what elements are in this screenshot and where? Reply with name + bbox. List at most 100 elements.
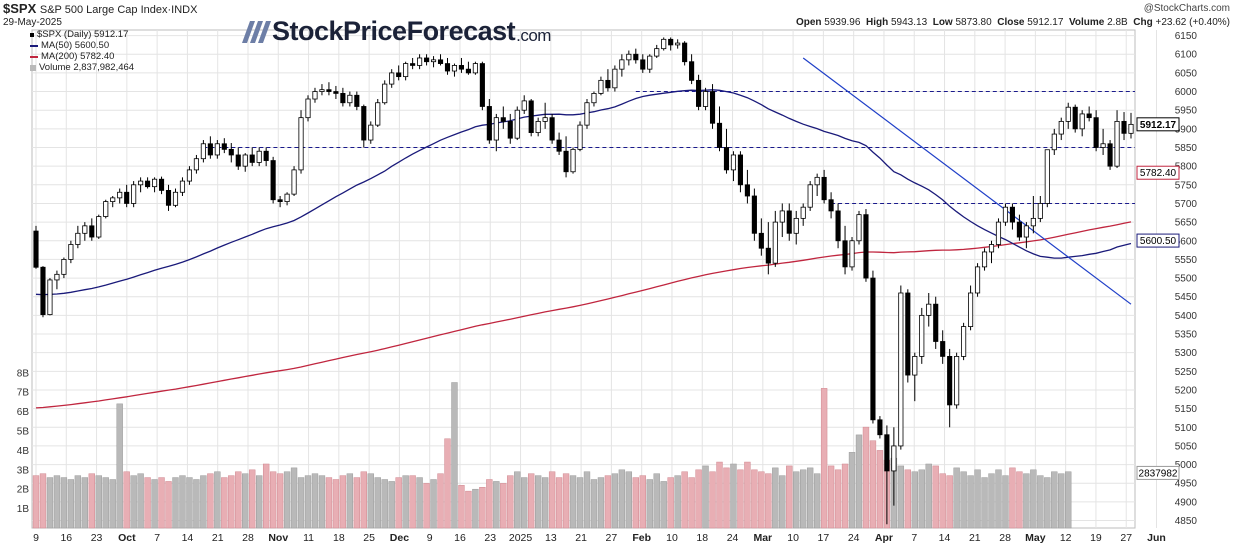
candle-body bbox=[940, 341, 946, 357]
candle-body bbox=[877, 419, 883, 436]
volume-bar bbox=[39, 473, 47, 529]
volume-flag-label: 2837982 bbox=[1139, 468, 1178, 479]
candle-body bbox=[723, 147, 730, 171]
candle-body bbox=[800, 206, 806, 219]
candle-body bbox=[235, 154, 241, 167]
candle-body bbox=[444, 63, 451, 72]
x-tick-label: 23 bbox=[484, 532, 496, 544]
candle-body bbox=[472, 63, 478, 74]
y-tick-label: 6000 bbox=[1175, 87, 1198, 98]
candle-body bbox=[577, 124, 583, 150]
volume-bar bbox=[137, 473, 144, 529]
volume-bar bbox=[214, 471, 221, 529]
candle-body bbox=[570, 148, 576, 173]
volume-bar bbox=[332, 479, 340, 529]
volume-bar bbox=[897, 465, 905, 529]
candle-body bbox=[1128, 123, 1134, 134]
candle-body bbox=[947, 356, 953, 406]
volume-bar bbox=[353, 477, 361, 529]
candle-body bbox=[1030, 217, 1036, 227]
candle-body bbox=[549, 117, 555, 141]
volume-bar bbox=[779, 475, 786, 529]
candle-body bbox=[138, 180, 144, 186]
candle-body bbox=[751, 195, 757, 234]
volume-bar bbox=[646, 479, 653, 529]
x-tick-label: 21 bbox=[212, 532, 224, 544]
x-tick-label: May bbox=[1025, 532, 1046, 544]
volume-flag-box bbox=[1136, 465, 1180, 480]
x-tick-label: 10 bbox=[787, 532, 799, 544]
volume-tick-label: 5B bbox=[17, 427, 30, 438]
candle-body bbox=[284, 193, 290, 202]
volume-bar bbox=[402, 475, 409, 529]
chart-symbol: $SPX S&P 500 Large Cap Index·INDX bbox=[3, 1, 198, 16]
volume-bar bbox=[409, 475, 416, 529]
x-tick-label: Nov bbox=[268, 532, 288, 544]
volume-bar bbox=[221, 477, 228, 529]
x-tick-label: 21 bbox=[969, 532, 981, 544]
volume-bar bbox=[674, 475, 681, 529]
volume-bar bbox=[953, 467, 960, 529]
candle-body bbox=[396, 72, 402, 78]
volume-bar bbox=[88, 473, 95, 529]
volume-bar bbox=[325, 477, 333, 529]
volume-bar bbox=[988, 473, 995, 529]
y-tick-label: 5650 bbox=[1175, 218, 1198, 229]
candle-body bbox=[1065, 106, 1071, 122]
candle-body bbox=[124, 191, 130, 204]
volume-tick-label: 2B bbox=[17, 485, 30, 496]
candle-body bbox=[661, 38, 667, 50]
y-tick-label: 6150 bbox=[1175, 31, 1198, 42]
ohlc-readout: Open 5939.96 High 5943.13 Low 5873.80 Cl… bbox=[795, 17, 1230, 28]
candle-body bbox=[486, 106, 492, 141]
ma50-line bbox=[35, 89, 1132, 296]
volume-bar bbox=[862, 426, 870, 529]
candle-body bbox=[556, 139, 562, 152]
x-tick-label: 14 bbox=[939, 532, 951, 544]
candle-body bbox=[1023, 225, 1029, 238]
volume-bar bbox=[841, 463, 849, 529]
candle-body bbox=[849, 240, 855, 268]
volume-bar bbox=[207, 473, 214, 529]
volume-bar bbox=[472, 488, 479, 529]
volume-bar bbox=[974, 469, 981, 529]
candle-body bbox=[765, 247, 771, 264]
candle-body bbox=[696, 79, 702, 107]
volume-bar bbox=[758, 471, 765, 529]
candle-body bbox=[110, 197, 116, 202]
legend-ma50: MA(50) 5600.50 bbox=[30, 40, 134, 51]
volume-bar bbox=[235, 471, 242, 529]
price-flag-label: 5912.17 bbox=[1140, 120, 1177, 131]
volume-tick-label: 6B bbox=[17, 407, 30, 418]
candle-body bbox=[103, 201, 109, 217]
y-tick-label: 5100 bbox=[1175, 423, 1198, 434]
volume-bar bbox=[730, 463, 737, 529]
y-tick-label: 5500 bbox=[1175, 274, 1198, 285]
candle-body bbox=[842, 240, 848, 268]
volume-bar bbox=[381, 479, 388, 529]
logo-icon bbox=[241, 20, 272, 43]
candle-body bbox=[1079, 113, 1085, 130]
volume-bar bbox=[855, 434, 863, 529]
candle-body bbox=[158, 178, 165, 191]
candle-body bbox=[270, 160, 276, 201]
candle-body bbox=[263, 150, 269, 161]
volume-bar bbox=[186, 477, 193, 529]
x-tick-label: 24 bbox=[848, 532, 860, 544]
plot-frame bbox=[31, 29, 1136, 529]
candle-body bbox=[451, 65, 458, 72]
x-tick-label: 12 bbox=[1060, 532, 1072, 544]
candle-body bbox=[186, 169, 193, 182]
volume-bar bbox=[500, 483, 507, 529]
candle-body bbox=[954, 356, 960, 406]
candle-body bbox=[779, 210, 785, 223]
candle-body bbox=[807, 184, 813, 208]
price-flag-label: 5600.50 bbox=[1140, 236, 1177, 247]
volume-bar bbox=[479, 487, 486, 529]
volume-bar bbox=[562, 473, 570, 529]
x-tick-label: 11 bbox=[303, 532, 314, 544]
candle-body bbox=[786, 210, 792, 234]
candle-body bbox=[1044, 149, 1050, 204]
volume-bar bbox=[242, 473, 249, 529]
volume-bar bbox=[1037, 475, 1044, 529]
